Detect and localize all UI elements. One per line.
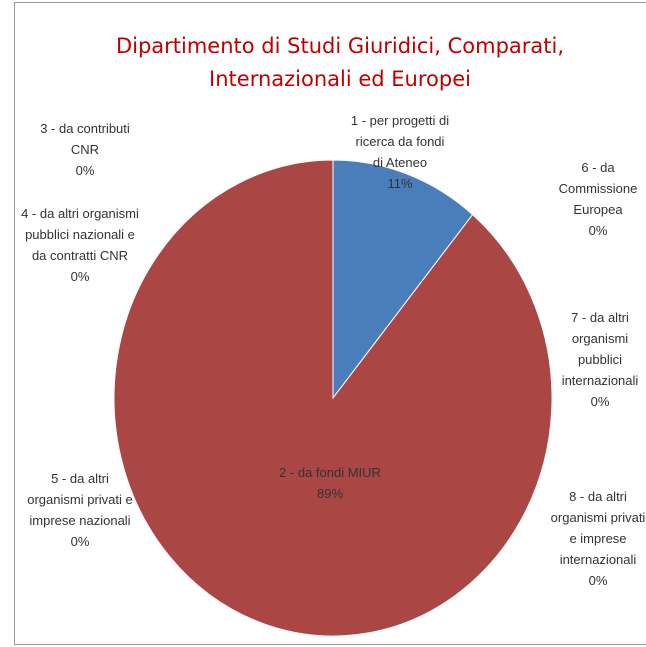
- value-label: 0%: [588, 573, 608, 588]
- category-label: 5 - da altri organismi privati e imprese…: [27, 471, 133, 528]
- data-label: 6 - da Commissione Europea 0%: [548, 157, 646, 241]
- value-label: 0%: [70, 534, 90, 549]
- data-label: 8 - da altri organismi privati e imprese…: [548, 486, 646, 591]
- category-label: 2 - da fondi MIUR: [279, 465, 381, 480]
- category-label: 4 - da altri organismi pubblici nazional…: [21, 206, 139, 263]
- data-label: 7 - da altri organismi pubblici internaz…: [550, 307, 646, 412]
- chart-border: [14, 2, 646, 645]
- category-label: 7 - da altri organismi pubblici internaz…: [561, 310, 639, 388]
- value-label: 11%: [387, 176, 413, 191]
- data-label: 4 - da altri organismi pubblici nazional…: [20, 203, 140, 287]
- value-label: 0%: [590, 394, 610, 409]
- pie-slice: [113, 159, 553, 637]
- data-label: 2 - da fondi MIUR 89%: [275, 462, 385, 504]
- value-label: 0%: [70, 269, 90, 284]
- chart-title: Dipartimento di Studi Giuridici, Compara…: [115, 34, 565, 91]
- category-label: 1 - per progetti di ricerca da fondi di …: [350, 113, 450, 170]
- value-label: 0%: [588, 223, 608, 238]
- category-label: 3 - da contributi CNR: [40, 121, 130, 157]
- value-label: 0%: [75, 163, 95, 178]
- pie-slice: [332, 159, 474, 400]
- value-label: 89%: [316, 486, 344, 501]
- data-label: 1 - per progetti di ricerca da fondi di …: [350, 110, 450, 194]
- category-label: 6 - da Commissione Europea: [558, 160, 638, 217]
- category-label: 8 - da altri organismi privati e imprese…: [550, 489, 646, 567]
- data-label: 3 - da contributi CNR 0%: [30, 118, 140, 181]
- data-label: 5 - da altri organismi privati e imprese…: [25, 468, 135, 552]
